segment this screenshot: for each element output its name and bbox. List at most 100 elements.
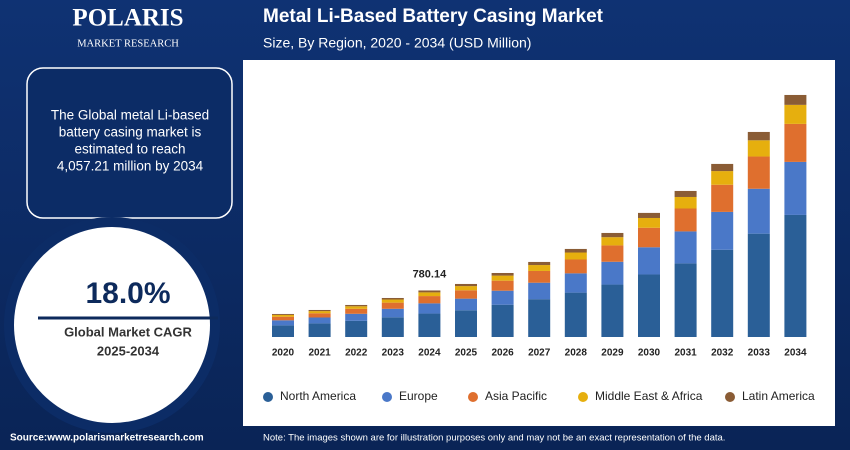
legend-label: Europe bbox=[399, 389, 438, 403]
bar-segment bbox=[308, 309, 331, 312]
bar-segment bbox=[747, 140, 770, 157]
highlight-line: estimated to reach bbox=[74, 142, 185, 157]
highlight-box bbox=[26, 67, 233, 219]
highlight-line: battery casing market is bbox=[59, 125, 202, 140]
bar-segment bbox=[601, 245, 624, 262]
bar-segment bbox=[272, 320, 294, 326]
bar-segment bbox=[638, 247, 660, 275]
bar-segment bbox=[674, 263, 697, 337]
bar-segment bbox=[272, 316, 294, 321]
annotation: 780.14 bbox=[413, 268, 448, 280]
x-tick-label: 2029 bbox=[601, 348, 624, 359]
bar-segment bbox=[455, 290, 477, 299]
highlight-line: The Global metal Li-based bbox=[51, 108, 209, 123]
x-tick-label: 2021 bbox=[308, 348, 331, 359]
bar-segment bbox=[711, 249, 734, 337]
source: Source:www.polarismarketresearch.com bbox=[10, 433, 204, 444]
bar-segment bbox=[601, 261, 624, 285]
bar-segment bbox=[638, 217, 660, 228]
bar-segment bbox=[491, 275, 514, 281]
bar-segment bbox=[564, 259, 587, 274]
bar-segment bbox=[308, 317, 331, 324]
bar-segment bbox=[674, 208, 697, 232]
cagr-circle bbox=[14, 227, 210, 423]
legend-label: Middle East & Africa bbox=[595, 389, 703, 403]
bar-segment bbox=[784, 161, 807, 215]
bar-segment bbox=[784, 94, 807, 105]
bar-segment bbox=[638, 227, 660, 248]
bar-segment bbox=[564, 248, 587, 253]
bar-segment bbox=[747, 188, 770, 234]
bar-segment bbox=[308, 311, 331, 314]
bar-segment bbox=[345, 313, 368, 321]
bar-segment bbox=[308, 323, 331, 337]
bar-segment bbox=[381, 317, 404, 337]
bar-segment bbox=[272, 314, 294, 317]
bar-segment bbox=[528, 261, 551, 266]
bar-segment bbox=[345, 304, 368, 307]
bar-segment bbox=[638, 212, 660, 218]
cagr-label: Global Market CAGR 2025-2034 bbox=[64, 324, 192, 358]
bar-segment bbox=[272, 313, 294, 315]
bar-segment bbox=[601, 237, 624, 246]
x-tick-label: 2031 bbox=[674, 348, 697, 359]
bar-segment bbox=[381, 302, 404, 309]
x-tick-label: 2027 bbox=[528, 348, 551, 359]
bar-segment bbox=[491, 272, 514, 276]
legend-label: Latin America bbox=[742, 389, 815, 403]
bar-segment bbox=[272, 325, 294, 337]
x-tick-label: 2024 bbox=[418, 348, 441, 359]
bar-segment bbox=[455, 286, 477, 291]
bar-segment bbox=[711, 184, 734, 212]
bar-segment bbox=[674, 190, 697, 197]
cagr-label-line: 2025-2034 bbox=[97, 343, 160, 358]
x-tick-label: 2023 bbox=[382, 348, 405, 359]
x-tick-label: 2034 bbox=[784, 348, 807, 359]
note: Note: The images shown are for illustrat… bbox=[263, 433, 725, 444]
bar-segment bbox=[455, 283, 477, 287]
bar-segment bbox=[601, 232, 624, 238]
bar-segment bbox=[674, 231, 697, 264]
highlight-line: 4,057.21 million by 2034 bbox=[57, 159, 204, 174]
bar-segment bbox=[674, 196, 697, 209]
bar-segment bbox=[711, 171, 734, 185]
bar-segment bbox=[784, 214, 807, 337]
cagr-label-line: Global Market CAGR bbox=[64, 324, 192, 339]
cagr-value: 18.0% bbox=[85, 277, 170, 310]
chart-title: Metal Li-Based Battery Casing Market bbox=[263, 6, 604, 27]
brand-tagline: MARKET RESEARCH bbox=[77, 38, 179, 49]
bar-segment bbox=[345, 308, 368, 314]
bar-segment bbox=[711, 163, 734, 172]
legend-marker bbox=[468, 392, 478, 402]
bar-segment bbox=[345, 320, 368, 337]
bar-segment bbox=[345, 306, 368, 309]
bar-segment bbox=[564, 273, 587, 293]
legend-marker bbox=[725, 392, 735, 402]
bar-segment bbox=[747, 156, 770, 189]
bar-segment bbox=[528, 270, 551, 283]
x-tick-label: 2025 bbox=[455, 348, 478, 359]
x-tick-label: 2032 bbox=[711, 348, 734, 359]
bar-segment bbox=[747, 131, 770, 141]
highlight-text: The Global metal Li-based battery casing … bbox=[51, 108, 209, 174]
bar-segment bbox=[381, 299, 404, 303]
x-tick-label: 2030 bbox=[638, 348, 661, 359]
bar-segment bbox=[528, 265, 551, 271]
legend-marker bbox=[578, 392, 588, 402]
bar-segment bbox=[418, 313, 441, 337]
bar-segment bbox=[418, 292, 441, 297]
legend-label: Asia Pacific bbox=[485, 389, 547, 403]
bar-segment bbox=[711, 211, 734, 250]
x-tick-label: 2028 bbox=[565, 348, 588, 359]
bar-segment bbox=[601, 284, 624, 337]
bar-segment bbox=[528, 299, 551, 337]
bar-segment bbox=[381, 308, 404, 318]
bar-segment bbox=[418, 296, 441, 304]
x-tick-label: 2022 bbox=[345, 348, 368, 359]
bar-segment bbox=[491, 290, 514, 305]
chart-panel bbox=[243, 60, 835, 426]
x-tick-label: 2033 bbox=[748, 348, 771, 359]
bar-segment bbox=[784, 123, 807, 162]
bar-segment bbox=[455, 298, 477, 311]
